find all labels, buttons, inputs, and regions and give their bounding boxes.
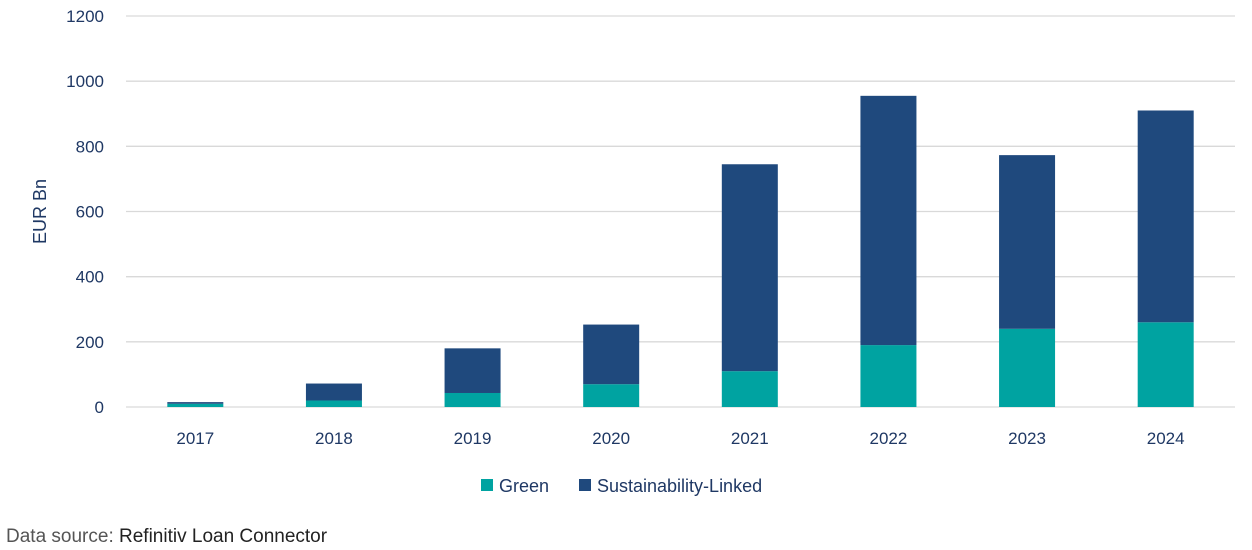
- bar-sustainability-linked-2021: [721, 164, 778, 372]
- y-axis-title: EUR Bn: [30, 179, 50, 244]
- x-tick-label: 2020: [592, 429, 630, 448]
- x-tick-label: 2024: [1147, 429, 1185, 448]
- x-tick-label: 2018: [315, 429, 353, 448]
- data-source-value: Refinitiv Loan Connector: [119, 526, 328, 547]
- bar-green-2021: [721, 371, 778, 407]
- y-tick-label: 0: [95, 398, 104, 417]
- x-tick-label: 2022: [870, 429, 908, 448]
- y-tick-label: 1200: [66, 7, 104, 26]
- bar-green-2020: [583, 384, 640, 407]
- bar-sustainability-linked-2017: [167, 402, 224, 404]
- bar-sustainability-linked-2022: [860, 95, 917, 346]
- legend-label: Green: [499, 476, 549, 496]
- x-tick-label: 2017: [176, 429, 214, 448]
- gridlines: [126, 15, 1235, 408]
- y-axis-ticks: 0 200 400 600 800 1000 1200: [66, 7, 104, 417]
- bar-sustainability-linked-2019: [444, 348, 501, 393]
- x-tick-label: 2021: [731, 429, 769, 448]
- bar-sustainability-linked-2023: [999, 155, 1056, 329]
- x-tick-label: 2023: [1008, 429, 1046, 448]
- bar-green-2017: [167, 403, 224, 407]
- bar-green-2023: [999, 328, 1056, 407]
- legend-swatch-green: [481, 479, 493, 491]
- bar-green-2024: [1137, 322, 1194, 407]
- bar-green-2019: [444, 392, 501, 407]
- bar-green-2022: [860, 345, 917, 407]
- data-source-note: Data source: Refinitiv Loan Connector: [6, 526, 327, 548]
- y-tick-label: 1000: [66, 72, 104, 91]
- legend-label: Sustainability-Linked: [597, 476, 762, 496]
- legend-swatch-sustainability-linked: [579, 479, 591, 491]
- legend: Green Sustainability-Linked: [481, 476, 762, 496]
- bar-sustainability-linked-2020: [583, 324, 640, 385]
- y-tick-label: 600: [76, 203, 104, 222]
- bar-green-2018: [305, 400, 362, 407]
- y-tick-label: 200: [76, 333, 104, 352]
- x-tick-label: 2019: [454, 429, 492, 448]
- bars: [167, 95, 1194, 407]
- bar-sustainability-linked-2018: [305, 383, 362, 401]
- bar-sustainability-linked-2024: [1137, 110, 1194, 323]
- data-source-label: Data source:: [6, 526, 114, 547]
- y-tick-label: 800: [76, 137, 104, 156]
- y-tick-label: 400: [76, 268, 104, 287]
- x-axis-ticks: 2017 2018 2019 2020 2021 2022 2023 2024: [176, 429, 1184, 448]
